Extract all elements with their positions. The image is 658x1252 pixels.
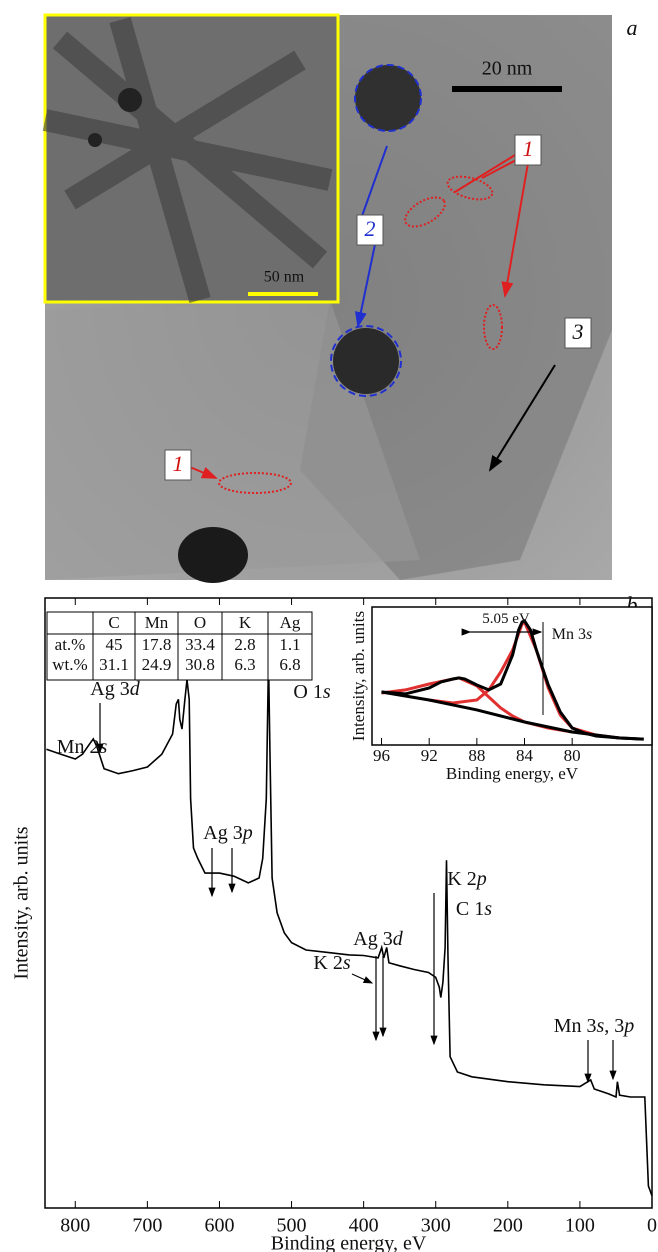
x-tick-label: 400	[349, 1215, 379, 1237]
panel-label: b	[627, 592, 638, 617]
plot-frame	[371, 606, 653, 746]
x-tick-label: 500	[277, 1215, 307, 1237]
table-cell: 2.8	[234, 635, 255, 654]
table-cell: 30.8	[185, 655, 215, 674]
scale-bar-label: 20 nm	[482, 58, 533, 80]
table-cell: 6.3	[234, 655, 255, 674]
y-axis-label: Intensity, arb. units	[11, 826, 33, 979]
data-line	[46, 659, 653, 1197]
x-tick-label: 92	[421, 746, 438, 765]
x-tick-label: 800	[60, 1215, 90, 1237]
annotation: C 1s	[456, 898, 492, 920]
marker-label: 1	[523, 136, 534, 161]
table-header: Mn	[145, 613, 169, 632]
annotation-part: s	[586, 626, 592, 643]
annotation: K 2p	[447, 868, 486, 890]
panel-label: a	[627, 15, 638, 40]
x-tick-label: 84	[516, 746, 534, 765]
annotation-part: Ag 3	[353, 928, 392, 950]
annotation-part: s	[100, 736, 108, 758]
annotation-part: s	[484, 898, 492, 920]
arrow	[351, 973, 374, 984]
x-tick-label: 600	[204, 1215, 234, 1237]
annotation-part: Mn 2	[57, 736, 100, 758]
annotation-part: C 1	[456, 898, 484, 920]
annotation-part: d	[130, 678, 141, 700]
annotation: Mn 3s, 3p	[554, 1015, 635, 1037]
x-tick-label: 96	[373, 746, 390, 765]
annotation: O 1s	[293, 681, 330, 703]
annotation-part: Mn 3	[552, 626, 586, 643]
x-tick-label: 700	[132, 1215, 162, 1237]
annotation: Ag 3d	[90, 678, 140, 700]
row-label: at.%	[55, 635, 86, 654]
table-cell: 24.9	[142, 655, 172, 674]
x-axis-label: Binding energy, eV	[446, 764, 579, 783]
annotation-part: K 2	[313, 952, 342, 974]
x-tick-label: 0	[647, 1215, 657, 1237]
row-label: wt.%	[52, 655, 87, 674]
annotation-part: p	[622, 1015, 634, 1037]
x-tick-label: 88	[468, 746, 485, 765]
annotation-part: s	[597, 1015, 605, 1037]
annotation-part: 5.05 eV	[482, 611, 530, 627]
x-tick-label: 80	[564, 746, 581, 765]
annotation: Mn 3s	[552, 626, 592, 643]
x-tick-label: 200	[493, 1215, 523, 1237]
annotation-part: d	[393, 928, 404, 950]
marker-label: 2	[365, 216, 376, 241]
annotation: Ag 3p	[203, 822, 252, 844]
table-header: K	[239, 613, 252, 632]
table-header: C	[108, 613, 119, 632]
annotation-part: p	[475, 868, 487, 890]
table-cell: 33.4	[185, 635, 215, 654]
annotation: 5.05 eV	[482, 611, 530, 627]
x-axis-label: Binding energy, eV	[271, 1233, 427, 1252]
annotation-part: p	[241, 822, 253, 844]
annotation-part: Mn 3	[554, 1015, 597, 1037]
annotation-part: Ag 3	[203, 822, 242, 844]
annotation-part: Ag 3	[90, 678, 129, 700]
scale-bar-label: 50 nm	[264, 269, 305, 286]
table-cell: 45	[106, 635, 123, 654]
tem-image	[42, 13, 612, 583]
x-tick-label: 300	[421, 1215, 451, 1237]
annotation: K 2s	[313, 952, 350, 974]
annotation-part: s	[323, 681, 331, 703]
table-cell: 1.1	[279, 635, 300, 654]
x-tick-label: 100	[565, 1215, 595, 1237]
marker-label: 3	[572, 319, 584, 344]
table-header: Ag	[280, 613, 301, 632]
table-cell: 31.1	[99, 655, 129, 674]
marker-label: 1	[173, 451, 184, 476]
table-header: O	[194, 613, 206, 632]
y-axis-label: Intensity, arb. units	[349, 611, 368, 741]
annotation-part: O 1	[293, 681, 322, 703]
annotation-part: s	[343, 952, 351, 974]
annotation-part: , 3	[604, 1015, 624, 1037]
table-cell: 6.8	[279, 655, 300, 674]
table-cell: 17.8	[142, 635, 172, 654]
annotation: Ag 3d	[353, 928, 403, 950]
annotation-part: K 2	[447, 868, 476, 890]
